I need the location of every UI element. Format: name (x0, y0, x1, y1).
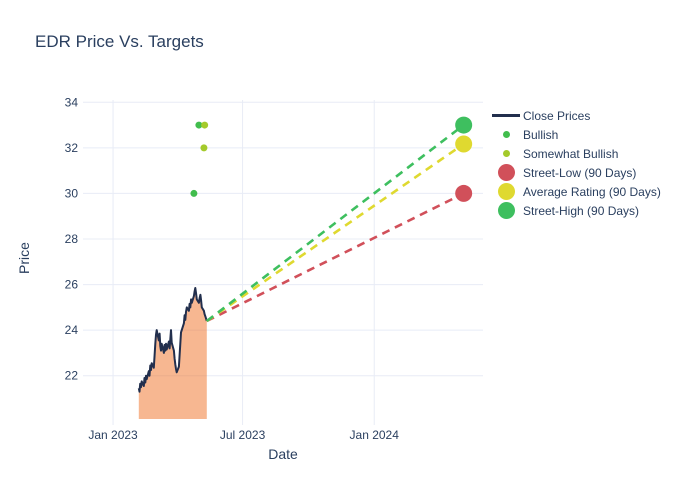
rating-dot-bullish[interactable] (190, 189, 198, 197)
y-tick-label: 26 (65, 278, 79, 292)
legend-item-street-high-90-days[interactable]: Street-High (90 Days) (489, 201, 661, 220)
close-prices-line[interactable] (137, 287, 208, 393)
y-axis-title: Price (16, 242, 32, 274)
legend-item-label: Somewhat Bullish (523, 146, 619, 161)
projection-line-street-low (206, 192, 465, 323)
legend-marker-shape (497, 202, 515, 219)
legend-dot-icon (489, 202, 523, 219)
legend-dot-icon (489, 150, 523, 157)
legend-item-label: Close Prices (523, 108, 591, 123)
x-tick-label: Jan 2024 (350, 428, 400, 442)
legend-marker-shape (492, 114, 520, 117)
legend-dot-icon (489, 164, 523, 181)
legend-item-label: Street-Low (90 Days) (523, 165, 637, 180)
y-tick-label: 22 (65, 369, 79, 383)
y-tick-label: 34 (65, 95, 79, 109)
legend-marker-shape (502, 150, 510, 157)
legend-item-label: Street-High (90 Days) (523, 203, 640, 218)
legend-line-icon (489, 114, 523, 117)
y-tick-label: 30 (65, 186, 79, 200)
legend-marker-shape (502, 131, 510, 138)
rating-dot-somewhat-bullish[interactable] (200, 144, 208, 152)
target-marker-street-high[interactable] (455, 116, 473, 134)
target-marker-street-low[interactable] (455, 184, 473, 202)
x-tick-label: Jan 2023 (88, 428, 138, 442)
legend-dot-icon (489, 183, 523, 200)
legend-item-label: Average Rating (90 Days) (523, 184, 661, 199)
y-tick-label: 32 (65, 141, 79, 155)
legend-item-average-rating-90-days[interactable]: Average Rating (90 Days) (489, 182, 661, 201)
projection-line-street-high (206, 124, 465, 323)
rating-dot-bullish[interactable] (195, 121, 203, 129)
x-axis-title: Date (268, 446, 298, 462)
projection-line-average (206, 142, 465, 323)
target-marker-average[interactable] (455, 135, 473, 153)
close-prices-area (138, 288, 207, 419)
chart-title: EDR Price Vs. Targets (35, 32, 204, 51)
legend-dot-icon (489, 131, 523, 138)
legend-item-somewhat-bullish[interactable]: Somewhat Bullish (489, 144, 661, 163)
y-tick-label: 24 (65, 323, 79, 337)
legend: Close Prices Bullish Somewhat Bullish Stree… (489, 106, 661, 220)
legend-item-close-prices[interactable]: Close Prices (489, 106, 661, 125)
legend-item-label: Bullish (523, 127, 559, 142)
legend-marker-shape (497, 183, 515, 200)
legend-item-bullish[interactable]: Bullish (489, 125, 661, 144)
rating-dot-somewhat-bullish[interactable] (201, 121, 209, 129)
y-tick-label: 28 (65, 232, 79, 246)
legend-marker-shape (497, 164, 515, 181)
legend-item-street-low-90-days[interactable]: Street-Low (90 Days) (489, 163, 661, 182)
x-tick-label: Jul 2023 (220, 428, 266, 442)
